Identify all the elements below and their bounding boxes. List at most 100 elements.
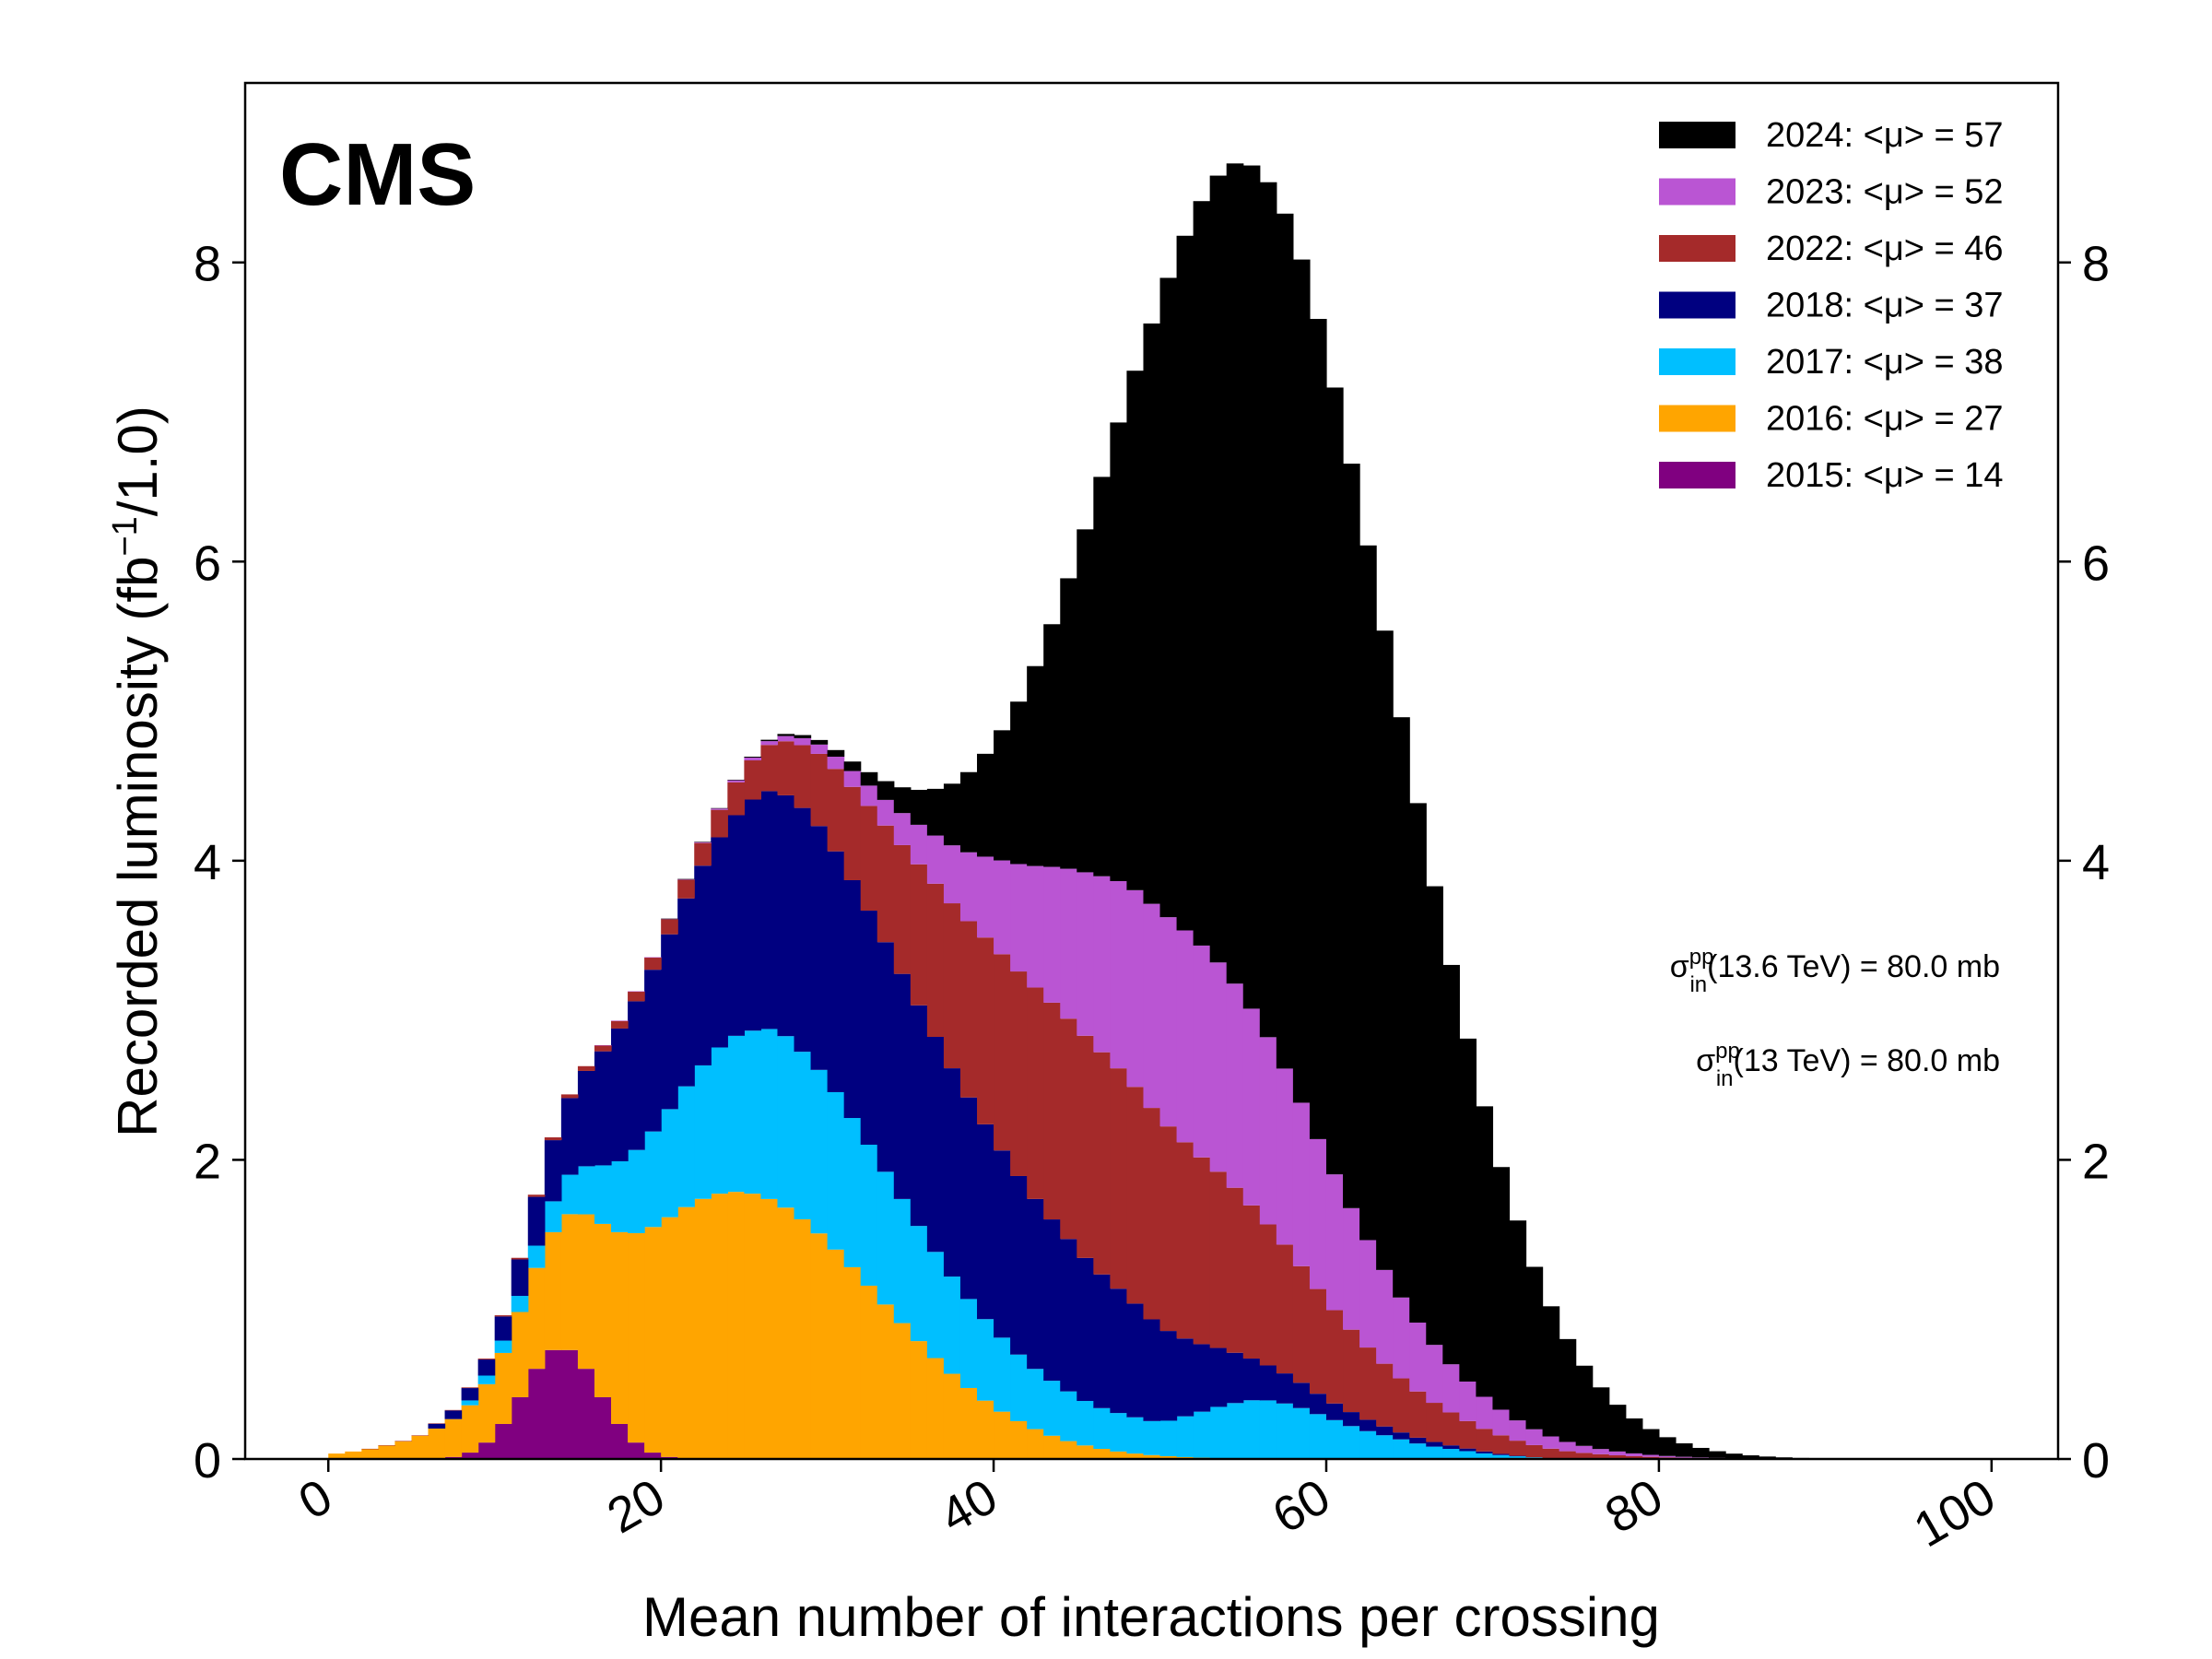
y-tick-label-right: 0 <box>2082 1433 2110 1488</box>
bar-2024 <box>1476 1106 1494 1397</box>
bar-2017 <box>760 1029 779 1199</box>
bar-2018 <box>994 1150 1011 1338</box>
bar-2016 <box>877 1304 895 1459</box>
bar-2018 <box>827 851 845 1092</box>
bar-2022 <box>1492 1435 1511 1454</box>
bar-2017 <box>1476 1453 1494 1459</box>
bar-2024 <box>1575 1365 1594 1446</box>
y-axis-title: Recorded luminosity (fb−1/1.0) <box>106 406 169 1137</box>
bar-2017 <box>1376 1435 1394 1459</box>
bar-2017 <box>461 1400 479 1406</box>
annotation-13p6: σpp in(13.6 TeV) = 80.0 mb <box>1670 945 2000 997</box>
y-tick-label-right: 8 <box>2082 237 2110 292</box>
series-2016 <box>328 1192 1311 1460</box>
bar-2016 <box>677 1206 695 1459</box>
bar-2018 <box>544 1140 562 1202</box>
bar-2022 <box>1110 1068 1128 1289</box>
bar-2016 <box>378 1445 396 1459</box>
bar-2015 <box>611 1423 629 1459</box>
bar-2024 <box>977 753 994 857</box>
bar-2017 <box>794 1052 812 1219</box>
bar-2018 <box>628 1001 645 1150</box>
bar-2017 <box>1409 1443 1427 1459</box>
bar-2024 <box>959 771 978 853</box>
bar-2015 <box>594 1396 612 1459</box>
annotation-13p6-sup: pp <box>1689 945 1714 970</box>
bar-2018 <box>1027 1198 1044 1370</box>
bar-2017 <box>1159 1420 1178 1456</box>
bar-2023 <box>1426 1345 1443 1404</box>
bar-2017 <box>1193 1411 1211 1458</box>
bar-2024 <box>1625 1418 1643 1453</box>
bar-2022 <box>411 1435 429 1436</box>
bar-2018 <box>611 1028 629 1161</box>
bar-2024 <box>661 918 678 920</box>
legend-swatch-2015 <box>1659 462 1735 488</box>
bar-2016 <box>1143 1454 1161 1459</box>
bar-2023 <box>977 856 994 938</box>
bar-2018 <box>461 1388 479 1401</box>
bar-2023 <box>677 878 695 880</box>
bar-2023 <box>794 737 812 746</box>
bar-2023 <box>893 813 912 845</box>
bar-2017 <box>1492 1454 1511 1459</box>
bar-2024 <box>727 779 745 781</box>
bar-2017 <box>644 1131 662 1228</box>
bar-2017 <box>910 1226 928 1342</box>
bar-2024 <box>994 730 1011 861</box>
bar-2022 <box>777 741 795 795</box>
bar-2015 <box>494 1423 512 1459</box>
bar-2022 <box>694 842 712 866</box>
bar-2023 <box>1159 917 1178 1127</box>
bar-2023 <box>727 780 745 782</box>
bar-2022 <box>1226 1187 1244 1353</box>
bar-2023 <box>1176 930 1194 1143</box>
bar-2017 <box>810 1069 829 1234</box>
bar-2023 <box>1525 1429 1544 1445</box>
bar-2022 <box>1409 1391 1427 1438</box>
bar-2018 <box>444 1410 463 1419</box>
bar-2022 <box>461 1387 479 1389</box>
bar-2018 <box>1193 1344 1211 1412</box>
bar-2022 <box>1193 1157 1211 1345</box>
bar-2015 <box>628 1442 645 1459</box>
legend-swatch-2023 <box>1659 178 1735 206</box>
annotation-13: σpp in(13 TeV) = 80.0 mb <box>1696 1039 2000 1091</box>
legend-label-2017: 2017: <μ> = 38 <box>1766 343 2004 382</box>
bar-2024 <box>1193 201 1211 946</box>
bar-2018 <box>727 815 745 1036</box>
bar-2016 <box>760 1198 779 1459</box>
bar-2017 <box>1426 1446 1443 1459</box>
bar-2022 <box>611 1020 629 1029</box>
bar-2022 <box>428 1423 446 1424</box>
bar-2017 <box>877 1171 895 1305</box>
bar-2024 <box>860 771 878 786</box>
bar-2023 <box>1658 1455 1677 1458</box>
bar-2018 <box>1442 1445 1460 1450</box>
bar-2024 <box>1292 259 1311 1103</box>
bar-2022 <box>1159 1126 1178 1332</box>
bar-2018 <box>877 942 895 1172</box>
bar-2022 <box>1608 1455 1627 1459</box>
bar-2022 <box>1077 1035 1094 1258</box>
bar-2018 <box>577 1070 595 1167</box>
y-tick-label-left: 0 <box>194 1433 221 1488</box>
bar-2023 <box>1492 1409 1511 1436</box>
bar-2018 <box>1426 1441 1443 1447</box>
bar-2016 <box>926 1358 945 1459</box>
y-axis-title-tail: /1.0) <box>107 406 169 516</box>
bar-2022 <box>494 1315 512 1317</box>
bar-2017 <box>1343 1426 1360 1459</box>
bar-2018 <box>1343 1412 1360 1427</box>
annotation-13-sub: in <box>1716 1066 1734 1091</box>
bar-2023 <box>1093 876 1111 1053</box>
bar-2023 <box>1276 1068 1294 1245</box>
bar-2024 <box>677 878 695 880</box>
bar-2023 <box>1226 983 1244 1188</box>
bar-2023 <box>744 757 762 761</box>
bar-2024 <box>1309 319 1327 1139</box>
bar-2017 <box>1442 1449 1460 1459</box>
bar-2024 <box>1159 277 1178 918</box>
bar-2017 <box>1027 1369 1044 1430</box>
